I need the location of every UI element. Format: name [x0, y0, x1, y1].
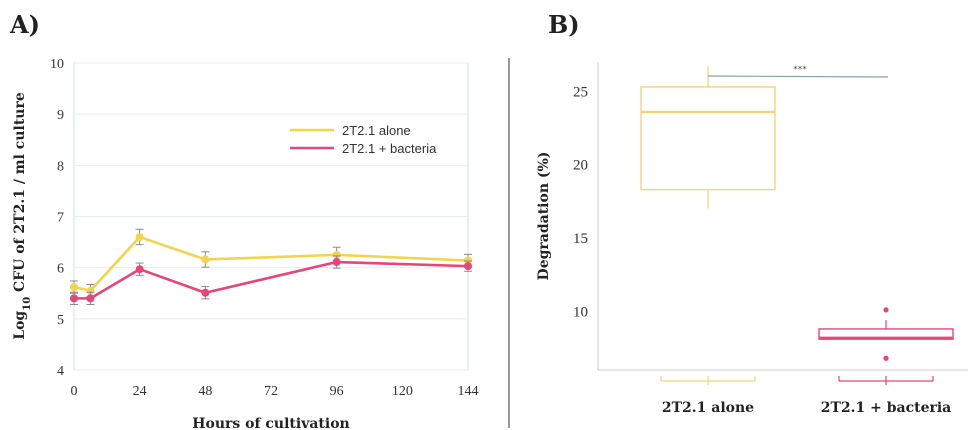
y-tick-label-a: 5: [57, 313, 64, 328]
category-label: 2T2.1 alone: [662, 400, 754, 416]
x-tick-label-a: 48: [198, 384, 212, 399]
y-axis-title-a: Log10 CFU of 2T2.1 / ml culture: [12, 92, 33, 340]
grid-a: [74, 62, 468, 371]
data-point: [135, 232, 144, 241]
y-tick-label-a: 4: [57, 364, 64, 379]
y-ticks-a: 4 5 6 7 8 9 10: [50, 57, 64, 379]
legend-a: 2T2.1 alone 2T2.1 + bacteria: [290, 123, 437, 156]
data-point: [332, 250, 341, 259]
x-tick-label-a: 120: [392, 384, 413, 399]
panel-b-label: B): [548, 10, 580, 39]
data-point: [464, 256, 472, 265]
category-labels-b: 2T2.1 alone 2T2.1 + bacteria: [662, 400, 951, 416]
x-axis-title-a: Hours of cultivation: [192, 416, 349, 430]
x-tick-label-a: 72: [264, 384, 278, 399]
panel-a-label: A): [9, 10, 40, 39]
x-tick-label-a: 24: [133, 384, 147, 399]
y-tick-label-b: 25: [573, 84, 588, 100]
y-ticks-b: 10 15 20 25: [573, 84, 588, 320]
y-tick-label-b: 20: [573, 158, 588, 174]
box-iqr: [818, 328, 954, 340]
x-ticks-a: 0 24 48 72 96 120 144: [71, 384, 479, 399]
data-point: [201, 255, 210, 264]
panel-a: A) 4 5 6 7 8 9 10 0 24 48 72 96 120 144 Hours of cul…: [9, 10, 479, 430]
data-point: [201, 288, 210, 297]
series-a: [70, 228, 472, 306]
legend-label: 2T2.1 + bacteria: [342, 141, 437, 156]
data-point: [464, 262, 472, 271]
y-tick-label-a: 7: [57, 211, 64, 226]
data-point: [86, 294, 95, 303]
y-tick-label-a: 10: [50, 57, 64, 72]
x-tick-label-a: 0: [71, 384, 78, 399]
x-tick-label-a: 96: [330, 384, 344, 399]
data-point: [332, 258, 341, 267]
outlier-point: [883, 355, 889, 361]
box-iqr: [640, 86, 776, 191]
y-tick-label-a: 8: [57, 159, 64, 174]
category-label: 2T2.1 + bacteria: [821, 400, 952, 416]
x-tick-label-a: 144: [458, 384, 479, 399]
significance-bracket: [707, 75, 889, 78]
data-point: [70, 294, 78, 303]
y-tick-label-b: 15: [573, 231, 588, 247]
legend-label: 2T2.1 alone: [342, 123, 411, 138]
y-tick-label-b: 10: [573, 304, 588, 320]
y-tick-label-a: 9: [57, 108, 64, 123]
data-point: [135, 265, 144, 274]
outlier-point: [883, 307, 889, 313]
significance-marker: ***: [793, 65, 807, 75]
boxes-b: [640, 66, 954, 385]
data-point: [70, 283, 78, 292]
y-axis-title-b: Degradation (%): [536, 152, 552, 281]
y-tick-label-a: 6: [57, 262, 64, 277]
